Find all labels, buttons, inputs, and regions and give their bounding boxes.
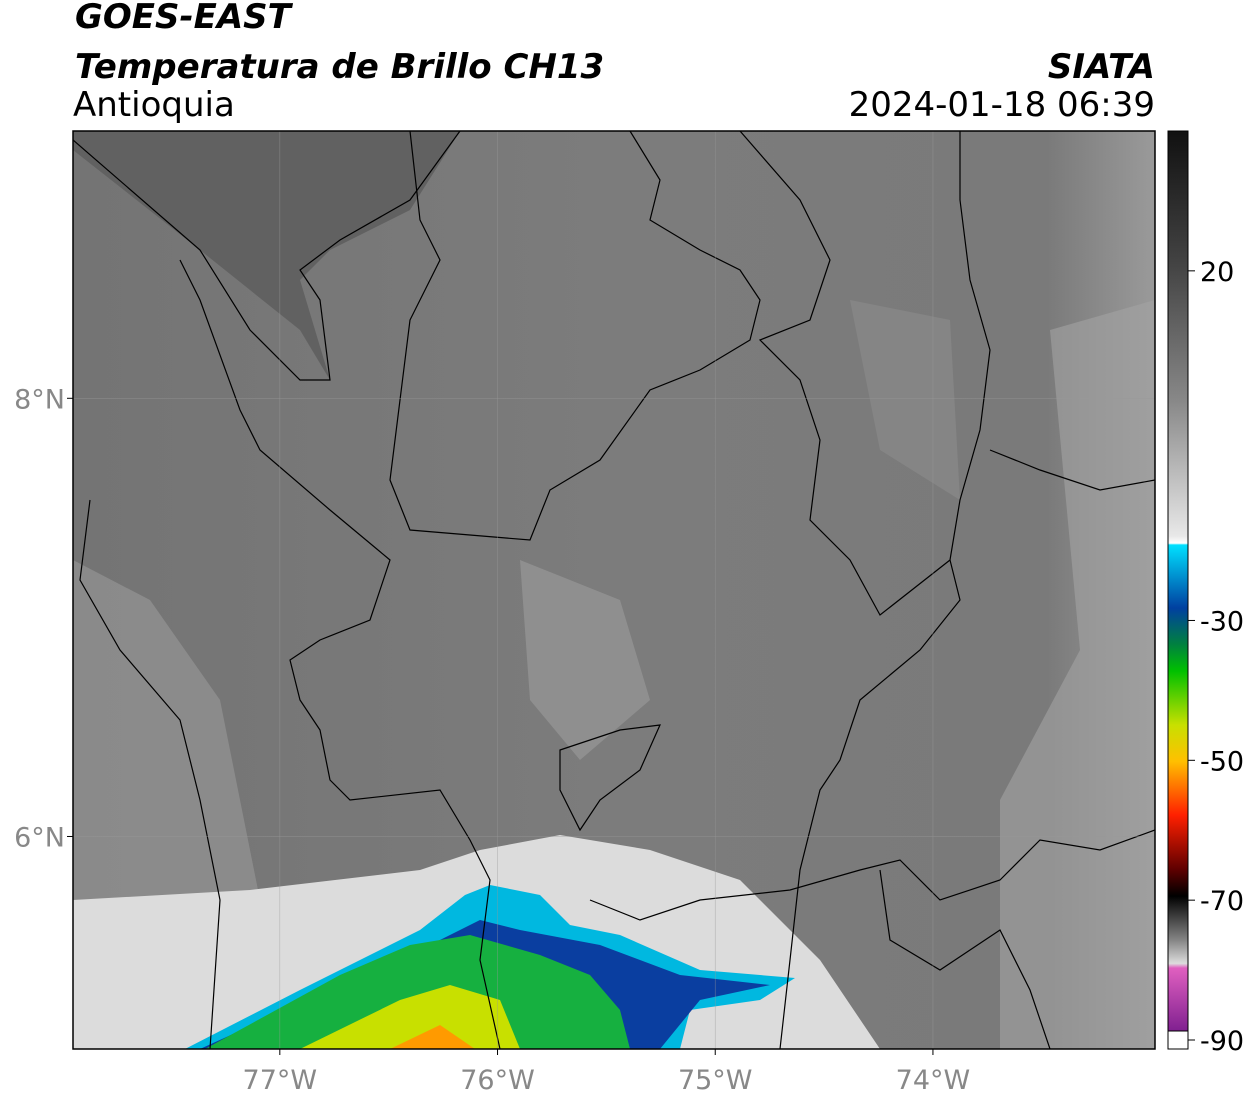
timestamp: 2024-01-18 06:39 [849, 85, 1155, 125]
region: Antioquia [73, 85, 235, 125]
x-tick-label: 76°W [460, 1065, 535, 1096]
colorbar-frame [1167, 130, 1189, 1032]
x-tick-label: 75°W [678, 1065, 753, 1096]
x-tick-label: 77°W [243, 1065, 318, 1096]
map-frame [72, 130, 1156, 1050]
colorbar-tick-label: 20 [1200, 257, 1234, 288]
source: SIATA [1048, 47, 1155, 87]
colorbar-tick-label: -90 [1200, 1026, 1244, 1057]
colorbar-under [1167, 1030, 1189, 1050]
x-tick-label: 74°W [896, 1065, 971, 1096]
title: GOES-EAST [75, 0, 294, 37]
subtitle: Temperatura de Brillo CH13 [75, 47, 604, 87]
y-tick-label: 8°N [14, 384, 65, 415]
y-tick-label: 6°N [14, 822, 65, 853]
colorbar-tick-label: -70 [1200, 886, 1244, 917]
map-image [73, 131, 1155, 1049]
colorbar [1168, 131, 1188, 1031]
colorbar-tick-label: -50 [1200, 746, 1244, 777]
colorbar-tick-label: -30 [1200, 606, 1244, 637]
